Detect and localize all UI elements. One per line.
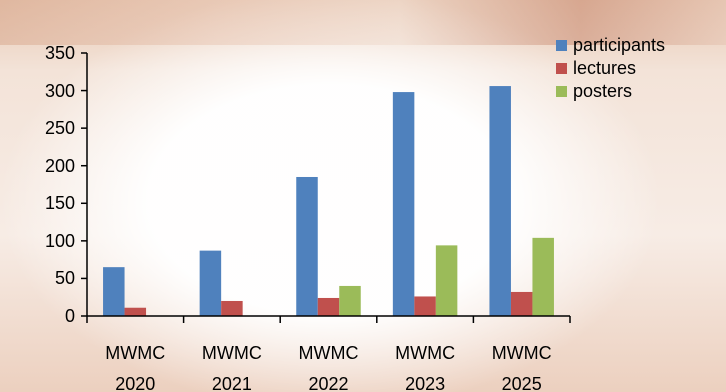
legend-swatch xyxy=(556,86,567,97)
legend-label: lectures xyxy=(573,58,637,78)
x-tick-label: MWMC 2022 xyxy=(298,343,359,392)
y-tick-label: 300 xyxy=(44,80,75,101)
y-tick-label: 50 xyxy=(54,268,75,289)
y-tick-label: 200 xyxy=(44,155,75,176)
legend-swatch xyxy=(556,63,567,74)
x-tick-label: MWMC 2020 xyxy=(105,343,166,392)
bar xyxy=(221,300,243,316)
legend-swatch xyxy=(556,40,567,51)
y-tick-label: 0 xyxy=(64,306,75,326)
bar xyxy=(199,250,222,316)
bar xyxy=(392,92,415,317)
bar xyxy=(489,86,511,316)
y-tick-label: 350 xyxy=(44,43,75,63)
legend-label: posters xyxy=(573,81,633,101)
x-tick-label: MWMC 2025 xyxy=(491,343,552,392)
bar xyxy=(532,237,554,316)
bar xyxy=(124,307,147,316)
bar xyxy=(317,297,340,316)
y-tick-label: 250 xyxy=(44,118,75,139)
bar xyxy=(414,296,436,316)
bar xyxy=(103,267,125,316)
bar xyxy=(296,176,318,316)
bar xyxy=(435,245,458,316)
bar xyxy=(510,291,533,316)
legend-label: participants xyxy=(573,35,666,55)
y-tick-label: 100 xyxy=(44,230,75,251)
x-tick-label: MWMC 2021 xyxy=(201,343,262,392)
x-tick-label: MWMC 2023 xyxy=(395,343,456,392)
y-tick-label: 150 xyxy=(44,193,75,214)
bar xyxy=(339,285,361,316)
